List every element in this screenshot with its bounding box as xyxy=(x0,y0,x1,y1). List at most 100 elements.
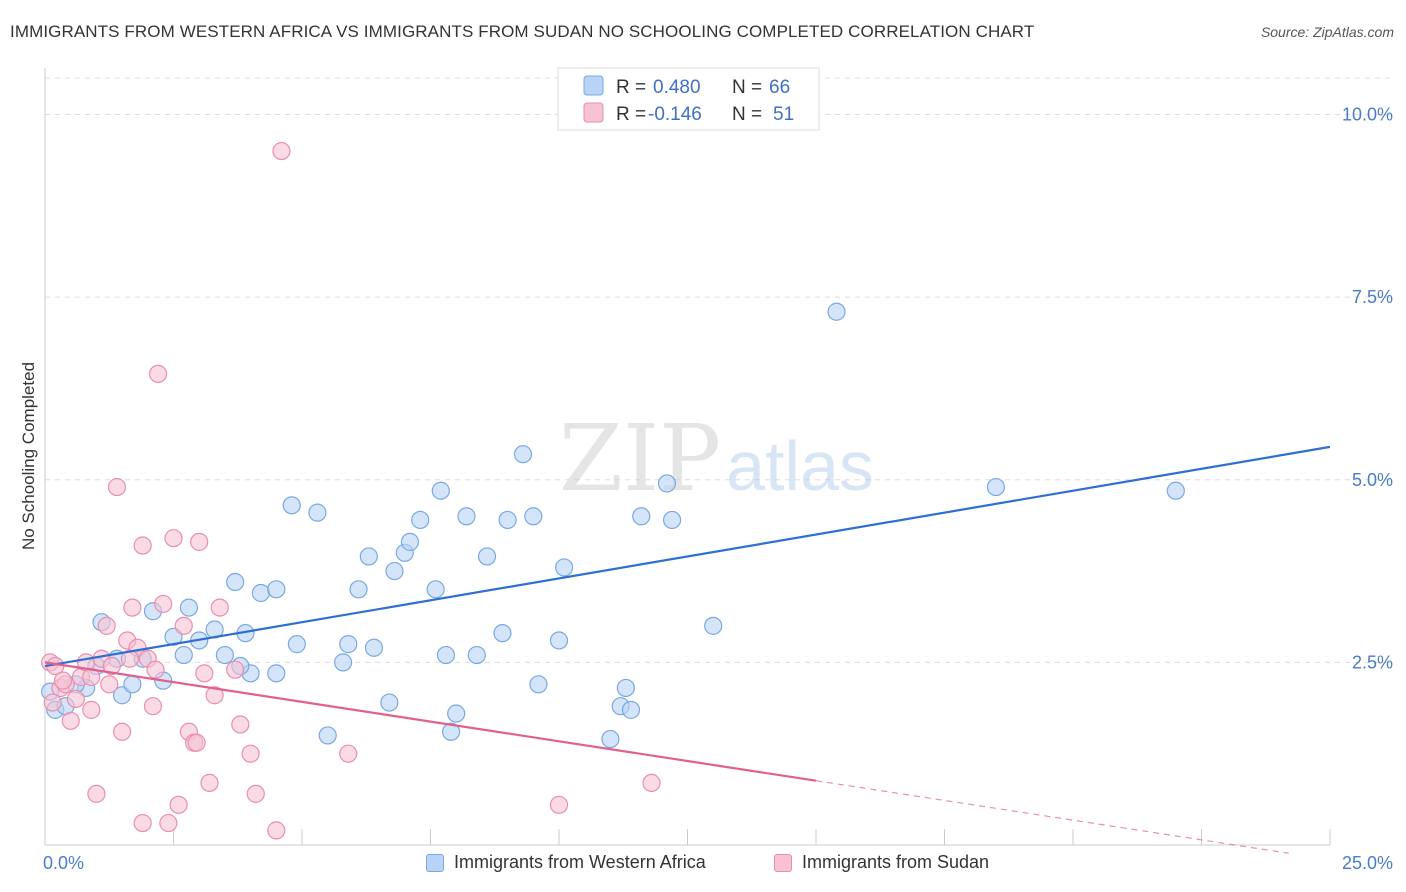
point-sudan-34 xyxy=(205,686,224,705)
point-western-africa-20 xyxy=(251,583,270,603)
point-western-africa-54 xyxy=(616,678,635,698)
point-sudan-50 xyxy=(120,649,139,668)
point-western-africa-60 xyxy=(827,302,846,321)
axes xyxy=(44,68,1331,846)
chart-title: IMMIGRANTS FROM WESTERN AFRICA VS IMMIGR… xyxy=(10,22,1035,41)
trend-line-western-africa xyxy=(44,445,1331,668)
point-sudan-44 xyxy=(642,773,661,793)
legend-r-label-blue: R = xyxy=(616,77,646,98)
point-western-africa-39 xyxy=(436,645,456,665)
point-sudan-15 xyxy=(112,722,132,741)
point-sudan-10 xyxy=(87,784,106,803)
trend-line-sudan xyxy=(44,661,817,782)
point-sudan-9 xyxy=(82,700,101,719)
legend-label-sudan: Immigrants from Sudan xyxy=(802,852,990,872)
watermark: ZIP atlas xyxy=(559,405,874,512)
point-sudan-12 xyxy=(97,616,116,635)
legend-n-value-pink: 51 xyxy=(773,104,794,125)
point-sudan-20 xyxy=(133,536,152,555)
point-sudan-25 xyxy=(159,813,178,833)
point-sudan-14 xyxy=(107,477,127,497)
point-western-africa-47 xyxy=(513,445,533,464)
point-western-africa-50 xyxy=(549,631,569,650)
point-western-africa-41 xyxy=(447,704,466,723)
point-western-africa-24 xyxy=(287,635,306,654)
y-tick-label-2: 7.5% xyxy=(1352,287,1393,307)
point-western-africa-61 xyxy=(986,477,1006,497)
point-western-africa-36 xyxy=(411,510,430,530)
point-sudan-35 xyxy=(210,598,229,617)
point-sudan-39 xyxy=(246,784,265,803)
legend-item-western-africa: Immigrants from Western Africa xyxy=(426,852,706,873)
series-sudan xyxy=(41,141,661,840)
series-legend: Immigrants from Western Africa Immigrant… xyxy=(0,852,1406,878)
grid-lines xyxy=(45,77,1390,663)
point-western-africa-62 xyxy=(1166,481,1185,500)
trend-lines xyxy=(44,445,1331,854)
point-sudan-38 xyxy=(241,744,260,763)
point-sudan-32 xyxy=(195,664,214,683)
point-western-africa-27 xyxy=(334,653,353,672)
point-western-africa-22 xyxy=(267,580,286,599)
tick-labels: 2.5% 5.0% 7.5% 10.0% 0.0% 25.0% xyxy=(43,105,1393,873)
point-western-africa-45 xyxy=(493,624,512,643)
point-western-africa-23 xyxy=(282,496,301,515)
point-sudan-40 xyxy=(267,821,286,840)
point-western-africa-12 xyxy=(174,645,193,665)
point-sudan-23 xyxy=(148,364,168,383)
x-tick-label-0: 0.0% xyxy=(43,853,84,873)
legend-r-value-pink: -0.146 xyxy=(648,104,702,125)
correlation-legend: R = 0.480 N = 66 R = -0.146 N = 51 xyxy=(557,67,820,131)
point-western-africa-35 xyxy=(400,532,420,551)
point-sudan-4 xyxy=(61,711,80,730)
point-sudan-28 xyxy=(174,616,193,635)
point-sudan-47 xyxy=(100,675,119,694)
point-western-africa-57 xyxy=(657,474,677,493)
point-sudan-42 xyxy=(339,744,358,763)
point-sudan-45 xyxy=(43,693,62,712)
point-sudan-43 xyxy=(549,795,569,814)
point-western-africa-51 xyxy=(555,558,574,577)
point-western-africa-49 xyxy=(529,675,548,694)
point-western-africa-25 xyxy=(308,503,327,522)
point-sudan-31 xyxy=(190,532,209,551)
watermark-atlas: atlas xyxy=(726,427,874,505)
point-sudan-22 xyxy=(143,697,163,716)
point-western-africa-26 xyxy=(318,726,337,745)
legend-swatch-western-africa xyxy=(426,853,444,872)
point-western-africa-16 xyxy=(215,645,234,665)
legend-n-label-pink: N = xyxy=(732,104,762,125)
point-western-africa-40 xyxy=(441,722,461,741)
point-western-africa-7 xyxy=(123,675,142,694)
point-western-africa-29 xyxy=(349,580,368,599)
point-western-africa-37 xyxy=(426,580,445,599)
y-axis-label: No Schooling Completed xyxy=(19,362,38,550)
y-tick-label-0: 2.5% xyxy=(1352,652,1393,672)
point-western-africa-30 xyxy=(359,547,378,566)
point-sudan-46 xyxy=(53,671,73,690)
point-sudan-49 xyxy=(146,660,165,679)
legend-swatch-blue xyxy=(583,75,604,96)
point-western-africa-13 xyxy=(179,598,199,617)
point-western-africa-46 xyxy=(498,510,517,530)
legend-n-label-blue: N = xyxy=(732,77,762,98)
point-sudan-48 xyxy=(187,733,206,752)
point-western-africa-59 xyxy=(704,616,723,635)
point-western-africa-58 xyxy=(662,510,682,530)
x-tick-label-1: 25.0% xyxy=(1342,853,1393,873)
point-western-africa-43 xyxy=(467,645,486,665)
point-western-africa-52 xyxy=(601,729,620,749)
point-sudan-5 xyxy=(66,689,85,709)
point-western-africa-28 xyxy=(339,635,358,654)
y-tick-label-1: 5.0% xyxy=(1352,470,1393,490)
legend-r-label-pink: R = xyxy=(616,104,646,125)
legend-n-value-blue: 66 xyxy=(769,77,790,98)
point-western-africa-38 xyxy=(431,481,450,500)
point-western-africa-44 xyxy=(477,547,497,566)
point-western-africa-31 xyxy=(364,638,384,657)
point-sudan-24 xyxy=(154,594,173,614)
series-western-africa xyxy=(41,302,1185,749)
point-sudan-26 xyxy=(164,529,183,548)
legend-label-western-africa: Immigrants from Western Africa xyxy=(454,852,706,872)
